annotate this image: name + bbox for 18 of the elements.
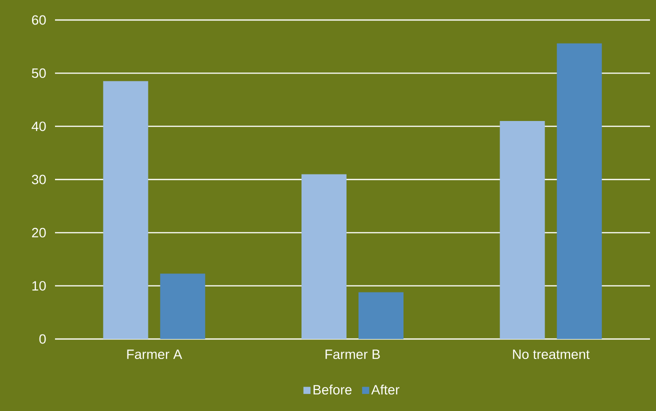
x-tick-label: No treatment [513, 350, 590, 360]
y-tick-label: 0 [39, 334, 46, 344]
bar [160, 274, 206, 339]
x-tick-label: Farmer B [326, 350, 380, 360]
y-tick-label: 30 [32, 174, 46, 184]
y-tick-label: 10 [32, 281, 46, 291]
bar [556, 43, 602, 339]
y-tick-label: 60 [32, 15, 46, 25]
bar [358, 292, 404, 339]
y-tick-label: 40 [32, 122, 46, 132]
y-tick-label: 50 [32, 68, 46, 78]
legend-label: After [371, 384, 400, 395]
y-tick-label: 20 [32, 228, 46, 238]
legend-label: Before [314, 384, 352, 395]
bar [500, 121, 545, 339]
bar [302, 174, 347, 339]
bar [103, 81, 148, 339]
x-tick-label: Farmer A [127, 350, 182, 360]
